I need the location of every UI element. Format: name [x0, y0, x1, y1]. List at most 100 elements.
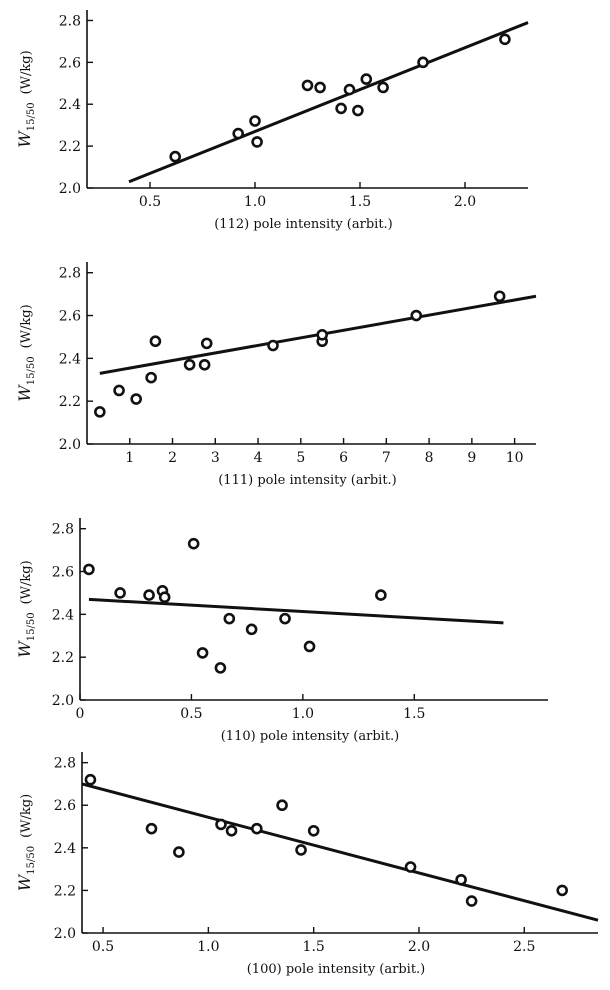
fit-line: [128, 21, 529, 184]
x-tick-label: 5: [296, 450, 305, 466]
data-point: [196, 647, 209, 659]
y-tick-label: 2.4: [59, 351, 81, 367]
x-tick-label: 1.0: [292, 706, 314, 722]
y-axis-label-unit: (W/kg): [19, 794, 34, 838]
data-point: [169, 150, 181, 163]
data-point: [410, 309, 423, 322]
data-point: [143, 589, 155, 601]
x-tick-label: 2.5: [513, 939, 535, 955]
y-tick-label: 2.2: [59, 394, 81, 410]
data-point: [249, 115, 261, 127]
data-point: [335, 102, 347, 115]
y-axis-label-sub: 15/50: [26, 612, 37, 641]
x-axis-label: (100) pole intensity (arbit.): [247, 962, 426, 977]
y-tick-label: 2.4: [52, 607, 74, 623]
y-axis-label: W15/50 (W/kg): [15, 50, 37, 147]
data-point: [113, 384, 125, 397]
y-axis-label-sub: 15/50: [26, 102, 37, 131]
data-point: [556, 884, 568, 897]
data-point: [301, 79, 314, 92]
data-point: [295, 844, 307, 856]
y-tick-label: 2.0: [59, 181, 81, 197]
data-point: [343, 83, 356, 96]
data-point: [314, 81, 326, 94]
y-axis-label-main: W: [15, 384, 34, 402]
x-tick-label: 1: [125, 450, 134, 466]
y-tick-label: 2.0: [54, 926, 76, 942]
data-point: [404, 861, 417, 873]
data-point: [303, 640, 316, 653]
y-axis-label-main: W: [15, 873, 34, 891]
y-axis-label-main: W: [15, 640, 34, 658]
data-point: [149, 335, 162, 348]
y-tick-label: 2.6: [52, 565, 74, 581]
data-point: [145, 371, 157, 384]
data-point: [417, 56, 429, 69]
y-axis-label-sub: 15/50: [26, 356, 37, 385]
data-point: [214, 662, 227, 674]
data-point: [130, 393, 142, 405]
x-axis-label: (110) pole intensity (arbit.): [221, 729, 400, 744]
fit-line: [81, 782, 599, 922]
x-tick-label: 9: [467, 450, 476, 466]
x-tick-label: 1.5: [349, 194, 371, 210]
data-point: [276, 799, 288, 812]
y-tick-label: 2.8: [59, 13, 81, 29]
y-axis-label-unit: (W/kg): [19, 50, 34, 94]
data-point: [215, 818, 227, 831]
x-tick-label: 1.5: [403, 706, 425, 722]
y-tick-label: 2.4: [54, 841, 76, 857]
x-tick-label: 10: [506, 450, 524, 466]
y-tick-label: 2.6: [59, 55, 81, 71]
data-point: [198, 358, 211, 371]
chart-panel-3: 2.0 2.2 2.4 2.6 2.8 0 0.5 1.0 1.5(110) pole inte…: [15, 518, 548, 744]
data-point: [225, 824, 238, 837]
data-point: [114, 587, 126, 599]
data-point: [279, 612, 291, 625]
x-tick-label: 1.5: [303, 939, 325, 955]
x-tick-label: 0.5: [139, 194, 161, 210]
data-point: [377, 81, 389, 94]
chart-panel-2: 2.0 2.2 2.4 2.6 2.8 1 2 3 4 5 6 7 8 9 10 (111) pole int…: [15, 262, 537, 488]
x-tick-label: 8: [425, 450, 434, 466]
x-axis-label: (112) pole intensity (arbit.): [214, 217, 393, 232]
data-point: [145, 822, 158, 835]
data-point: [251, 822, 263, 835]
data-point: [94, 406, 106, 418]
data-point: [465, 895, 478, 907]
data-point: [183, 358, 196, 371]
data-point: [375, 589, 387, 601]
x-tick-label: 0: [76, 706, 85, 722]
data-point: [307, 824, 320, 837]
data-point: [200, 337, 213, 350]
data-point: [352, 104, 364, 117]
data-point: [223, 612, 236, 625]
x-tick-label: 7: [382, 450, 391, 466]
x-tick-label: 2.0: [454, 194, 476, 210]
x-tick-label: 2: [168, 450, 177, 466]
chart-panel-4: 2.0 2.2 2.4 2.6 2.8 0.5 1.0 1.5 2.0 2.5 (100) pole…: [15, 752, 599, 977]
x-tick-label: 6: [339, 450, 348, 466]
x-tick-label: 4: [254, 450, 263, 466]
y-axis-label: W15/50 (W/kg): [15, 560, 37, 657]
data-point: [316, 328, 328, 341]
data-point: [187, 537, 200, 550]
y-axis-label-sub: 15/50: [26, 846, 37, 875]
y-tick-label: 2.0: [59, 437, 81, 453]
x-tick-label: 2.0: [408, 939, 430, 955]
data-point: [173, 846, 185, 858]
data-point: [499, 33, 511, 46]
y-axis-label-unit: (W/kg): [19, 560, 34, 604]
data-point: [360, 73, 373, 85]
y-tick-label: 2.8: [59, 266, 81, 282]
y-tick-label: 2.2: [54, 883, 76, 899]
data-point: [493, 290, 506, 303]
data-point: [84, 773, 97, 786]
data-point: [232, 127, 244, 140]
x-tick-label: 0.5: [92, 939, 114, 955]
x-tick-label: 1.0: [244, 194, 266, 210]
y-tick-label: 2.0: [52, 693, 74, 709]
chart-panel-1: 2.0 2.2 2.4 2.6 2.8 0.5 1.0 1.5 2.0 (112) pole in…: [15, 10, 529, 232]
y-axis-label: W15/50 (W/kg): [15, 794, 37, 891]
